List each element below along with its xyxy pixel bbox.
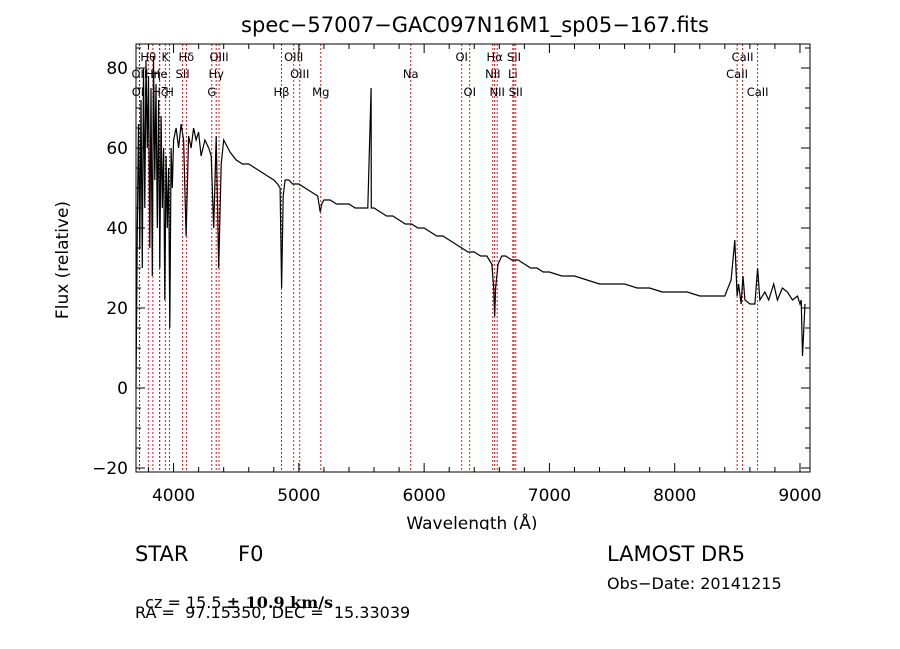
y-tick-label: 80 bbox=[106, 59, 128, 79]
spectral-line-label: CaII bbox=[732, 50, 754, 64]
spectral-line-label: SII bbox=[507, 50, 521, 64]
spectral-line-label: Na bbox=[403, 67, 419, 81]
x-tick-label: 6000 bbox=[403, 486, 446, 506]
plus-minus-sign: ± bbox=[226, 593, 241, 612]
spectral-line-label: SII bbox=[176, 67, 190, 81]
x-axis-label: Wavelength (Å) bbox=[406, 512, 537, 530]
y-tick-label: 40 bbox=[106, 219, 128, 239]
x-tick-label: 5000 bbox=[277, 486, 320, 506]
spectral-line-label: OIII bbox=[290, 67, 309, 81]
observation-date: Obs−Date: 20141215 bbox=[607, 574, 782, 593]
spectral-line-label: Li bbox=[508, 67, 518, 81]
redshift-value: 10.9 km/s bbox=[240, 593, 334, 612]
object-subclass: F0 bbox=[238, 542, 264, 566]
spectral-line-label: CaII bbox=[726, 67, 748, 81]
plot-frame bbox=[135, 43, 811, 473]
y-tick-label: 20 bbox=[106, 299, 128, 319]
chart-title: spec−57007−GAC097N16M1_sp05−167.fits bbox=[241, 13, 709, 38]
spectral-line-label: K bbox=[162, 50, 170, 64]
x-tick-label: 8000 bbox=[653, 486, 696, 506]
survey-label: LAMOST DR5 bbox=[607, 542, 746, 566]
y-tick-label: 0 bbox=[117, 379, 128, 399]
axis-ticks: 4000 5000 6000 7000 8000 9000 −20 0 20 40 60 80 bbox=[92, 44, 822, 506]
object-class: STAR bbox=[135, 542, 189, 566]
y-tick-label: −20 bbox=[92, 459, 128, 479]
spectral-line-label: Hδ bbox=[179, 50, 195, 64]
x-tick-label: 9000 bbox=[778, 486, 821, 506]
spectrum-line bbox=[135, 55, 806, 389]
x-tick-label: 7000 bbox=[528, 486, 571, 506]
ra-dec: RA = 97.15350, DEC = 15.33039 bbox=[135, 603, 411, 622]
spectral-line-label: OIII bbox=[284, 50, 303, 64]
y-tick-label: 60 bbox=[106, 139, 128, 159]
spectral-line-label: NII bbox=[489, 85, 504, 99]
spectral-line-label: OIII bbox=[209, 50, 228, 64]
spectral-line-label: Hθ bbox=[140, 50, 156, 64]
spectral-line-label: H bbox=[165, 85, 174, 99]
redshift-prefix: cz = 15.5 bbox=[145, 593, 227, 612]
spectral-line-label: Hγ bbox=[208, 67, 224, 81]
spectral-line-label: OI bbox=[455, 50, 467, 64]
spectral-line-label: SII bbox=[509, 85, 523, 99]
spectral-line-label: Hα bbox=[487, 50, 504, 64]
spectral-line-label: NII bbox=[485, 67, 500, 81]
spectral-line-label: Mg bbox=[312, 85, 329, 99]
y-axis-label: Flux (relative) bbox=[53, 201, 73, 319]
x-tick-label: 4000 bbox=[152, 486, 195, 506]
spectral-line-label: Hβ bbox=[273, 85, 289, 99]
spectral-line-label: OI bbox=[464, 85, 476, 99]
spectral-line-label: G bbox=[207, 85, 216, 99]
redshift-line: cz = 15.5 ± 10.9 km/s bbox=[135, 574, 333, 612]
spectral-line-label: CaII bbox=[747, 85, 769, 99]
spectrum-chart: spec−57007−GAC097N16M1_sp05−167.fits Hθ K… bbox=[53, 13, 822, 530]
